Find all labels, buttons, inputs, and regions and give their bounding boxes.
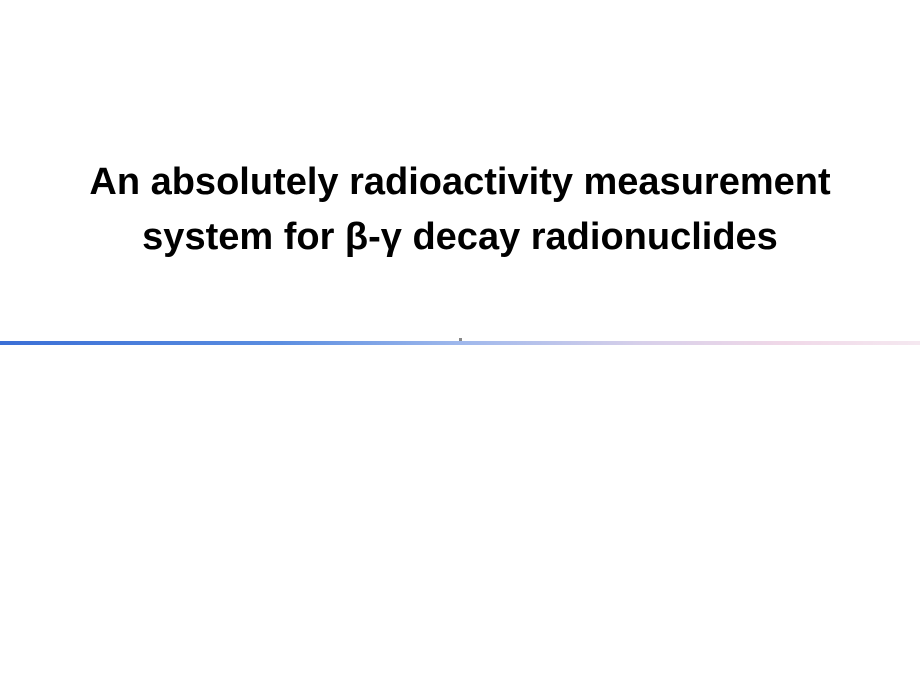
title-region: An absolutely radioactivity measurement … — [0, 155, 920, 265]
divider-line — [0, 341, 920, 345]
slide-title: An absolutely radioactivity measurement … — [60, 155, 860, 265]
center-dot-marker — [459, 338, 462, 341]
